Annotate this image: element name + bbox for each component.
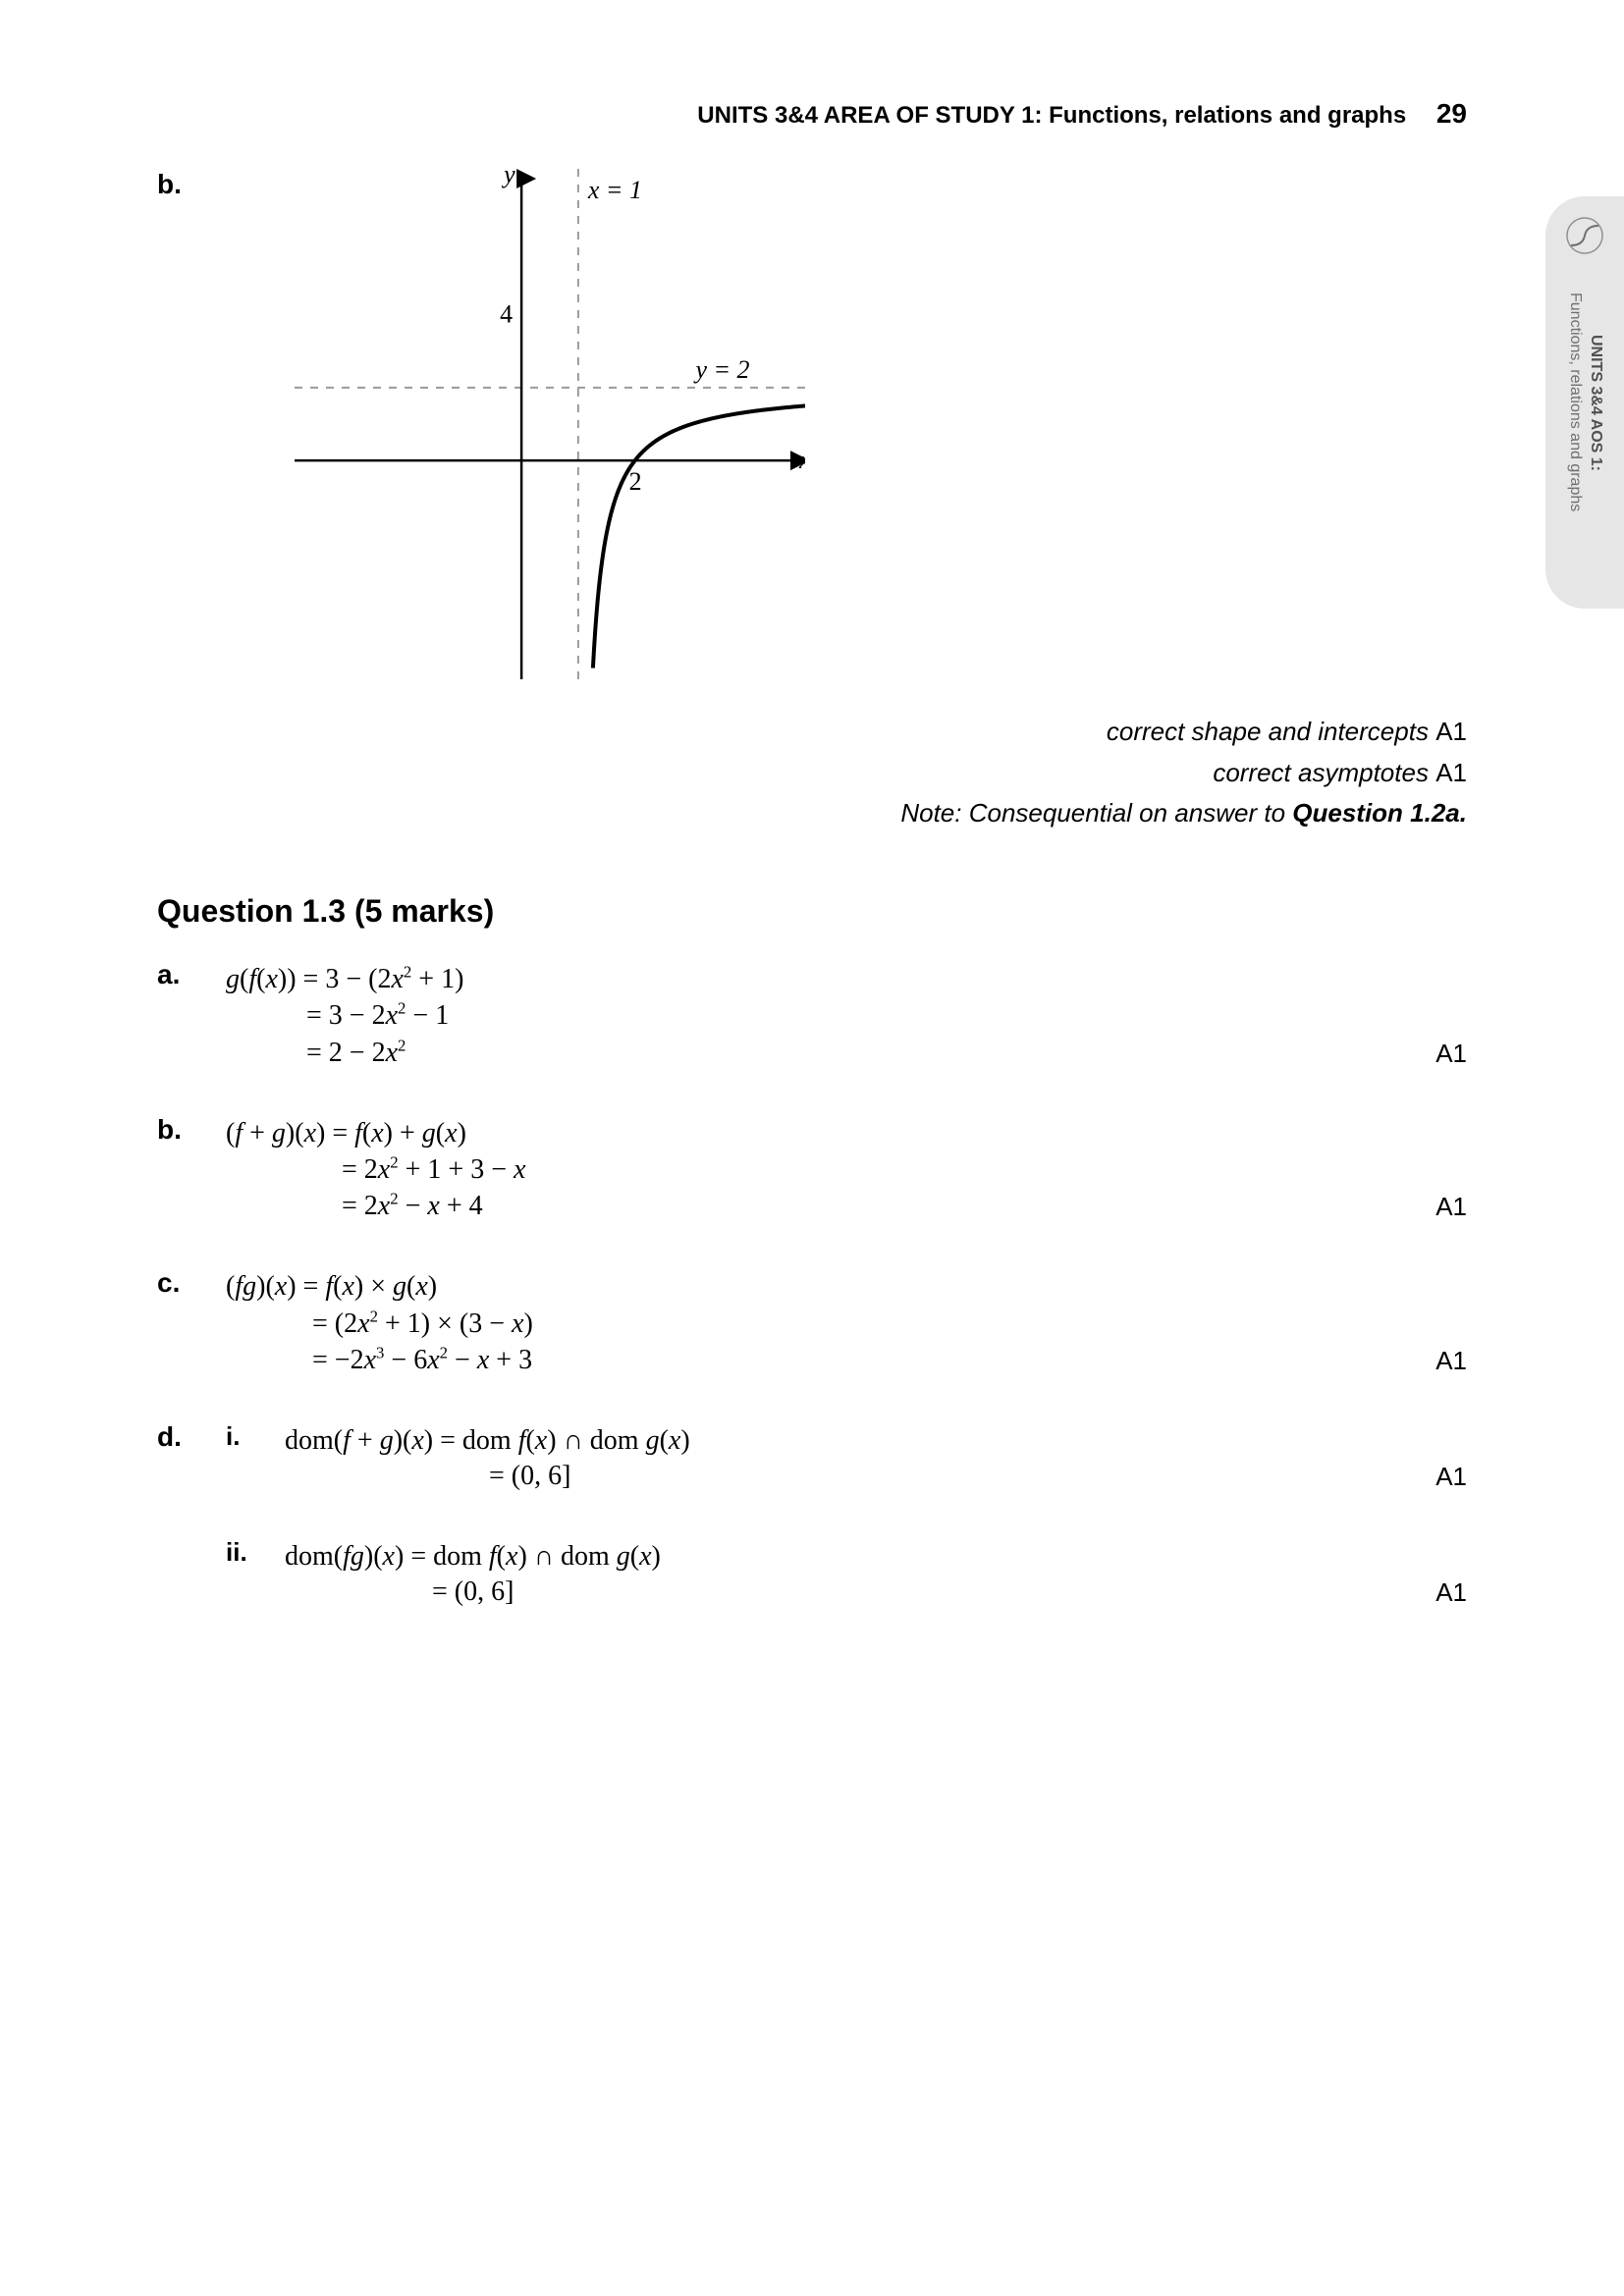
page-header: UNITS 3&4 AREA OF STUDY 1: Functions, re… [157,98,1467,130]
q13-b-l3: = 2x2 − x + 4 [226,1190,1408,1222]
graph-container: y x x = 1 y = 2 4 2 [295,169,805,684]
q13-b-mark: A1 [1408,1192,1467,1226]
note-consequential: Note: Consequential on answer to Questio… [157,793,1467,834]
q13-c-mark: A1 [1408,1346,1467,1380]
q13-b-label: b. [157,1114,226,1146]
q13-a-l2: = 3 − 2x2 − 1 [226,999,1408,1032]
q13-d-ii-l2: = (0, 6] [285,1576,1408,1608]
q13-a-mark: A1 [1408,1039,1467,1073]
note-prefix: Note: Consequential on answer to [900,798,1292,828]
note1-text: correct shape and intercepts [1107,717,1429,746]
q13-d-i-label: i. [226,1421,285,1452]
q13-a-row: a. g(f(x)) = 3 − (2x2 + 1) = 3 − 2x2 − 1… [157,959,1467,1073]
q13-b-math: (f + g)(x) = f(x) + g(x) = 2x2 + 1 + 3 −… [226,1114,1408,1227]
side-tab: UNITS 3&4 AOS 1: Functions, relations an… [1545,196,1624,609]
svg-text:x: x [798,446,805,474]
note-bold: Question 1.2a. [1292,798,1467,828]
note-shape-intercepts: correct shape and intercepts A1 [157,712,1467,753]
q13-c-math: (fg)(x) = f(x) × g(x) = (2x2 + 1) × (3 −… [226,1267,1408,1380]
q13-b-l1: (f + g)(x) = f(x) + g(x) [226,1118,1408,1149]
q13-d-ii-row: ii. dom(fg)(x) = dom f(x) ∩ dom g(x) = (… [157,1537,1467,1612]
q13-a-label: a. [157,959,226,990]
side-tab-text: UNITS 3&4 AOS 1: Functions, relations an… [1564,293,1605,511]
q13-d-i-l1: dom(f + g)(x) = dom f(x) ∩ dom g(x) [285,1425,1408,1457]
side-tab-line2: Functions, relations and graphs [1567,293,1584,511]
svg-text:x = 1: x = 1 [587,176,642,204]
note2-mark: A1 [1435,758,1467,787]
q13-a-math: g(f(x)) = 3 − (2x2 + 1) = 3 − 2x2 − 1 = … [226,959,1408,1073]
svg-text:y = 2: y = 2 [692,355,749,384]
q13-a-l1: g(f(x)) = 3 − (2x2 + 1) [226,963,1408,995]
q13-d-label: d. [157,1421,226,1453]
q13-d-ii-math: dom(fg)(x) = dom f(x) ∩ dom g(x) = (0, 6… [285,1537,1408,1612]
tab-curve-icon [1565,216,1604,255]
page-root: UNITS 3&4 AREA OF STUDY 1: Functions, re… [0,0,1624,2296]
q13-d-ii-l1: dom(fg)(x) = dom f(x) ∩ dom g(x) [285,1541,1408,1573]
q13-d-row: d. i. dom(f + g)(x) = dom f(x) ∩ dom g(x… [157,1421,1467,1496]
function-graph: y x x = 1 y = 2 4 2 [295,169,805,679]
q13-heading: Question 1.3 (5 marks) [157,893,1467,930]
q13-c-row: c. (fg)(x) = f(x) × g(x) = (2x2 + 1) × (… [157,1267,1467,1380]
q13-d-ii-mark: A1 [1408,1577,1467,1612]
svg-text:y: y [501,169,515,188]
svg-text:4: 4 [500,300,513,329]
side-tab-line1: UNITS 3&4 AOS 1: [1588,335,1604,471]
part-b-row: b. y x x = 1 y = 2 4 2 [157,169,1467,694]
q13-d-i-math: dom(f + g)(x) = dom f(x) ∩ dom g(x) = (0… [285,1421,1408,1496]
graph-marking-notes: correct shape and intercepts A1 correct … [157,712,1467,834]
header-text: UNITS 3&4 AREA OF STUDY 1: Functions, re… [697,102,1406,129]
note2-text: correct asymptotes [1213,758,1429,787]
note1-mark: A1 [1435,717,1467,746]
q13-d-i-l2: = (0, 6] [285,1461,1408,1492]
q13-b-row: b. (f + g)(x) = f(x) + g(x) = 2x2 + 1 + … [157,1114,1467,1227]
q13-b-l2: = 2x2 + 1 + 3 − x [226,1153,1408,1186]
q13-c-l2: = (2x2 + 1) × (3 − x) [226,1307,1408,1339]
q13-c-label: c. [157,1267,226,1299]
part-b-label: b. [157,169,226,200]
q13-c-l1: (fg)(x) = f(x) × g(x) [226,1271,1408,1303]
q13-d-i-mark: A1 [1408,1462,1467,1496]
svg-text:2: 2 [629,467,642,496]
q13-c-l3: = −2x3 − 6x2 − x + 3 [226,1344,1408,1376]
page-number: 29 [1436,98,1467,130]
q13-d-ii-label: ii. [226,1537,285,1568]
q13-a-l3: = 2 − 2x2 [226,1036,1408,1068]
note-asymptotes: correct asymptotes A1 [157,753,1467,794]
